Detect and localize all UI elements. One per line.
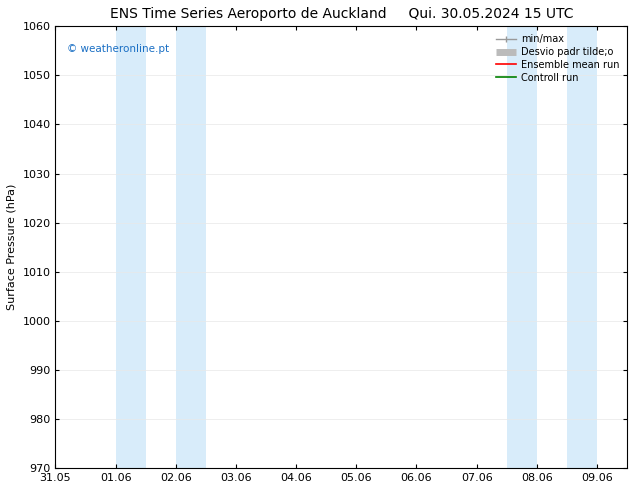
Text: © weatheronline.pt: © weatheronline.pt [67,44,169,54]
Bar [176,26,206,468]
Y-axis label: Surface Pressure (hPa): Surface Pressure (hPa) [7,184,17,311]
Bar [507,26,537,468]
Bar [567,26,597,468]
Legend: min/max, Desvio padr tilde;o, Ensemble mean run, Controll run: min/max, Desvio padr tilde;o, Ensemble m… [493,31,622,86]
Title: ENS Time Series Aeroporto de Auckland     Qui. 30.05.2024 15 UTC: ENS Time Series Aeroporto de Auckland Qu… [110,7,573,21]
Bar [115,26,146,468]
Bar [627,26,634,468]
